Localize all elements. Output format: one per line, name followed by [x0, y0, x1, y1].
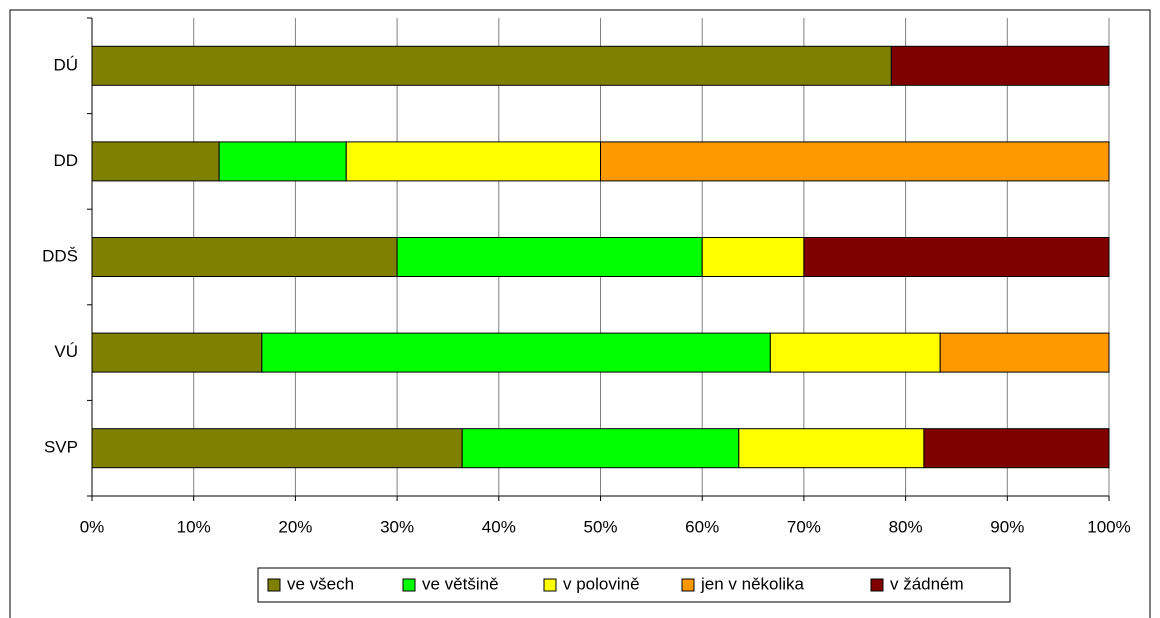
- legend-label: v žádném: [890, 574, 964, 593]
- x-tick-label: 20%: [278, 517, 312, 536]
- y-tick-label: DÚ: [53, 55, 78, 74]
- bar-segment: [461, 428, 740, 469]
- bar-segment: [91, 428, 463, 469]
- x-tick-label: 10%: [177, 517, 211, 536]
- legend-swatch: [870, 578, 884, 592]
- x-tick-label: 90%: [990, 517, 1024, 536]
- legend-box: [257, 567, 1011, 603]
- x-tick-label: 60%: [685, 517, 719, 536]
- legend-swatch: [267, 578, 281, 592]
- bar-segment: [769, 332, 941, 373]
- bar-segment: [91, 332, 263, 373]
- bar-segment: [803, 237, 1110, 277]
- bar-segment: [396, 237, 703, 277]
- legend-swatch: [402, 578, 416, 592]
- bar-segment: [738, 428, 925, 469]
- bar-segment: [218, 141, 347, 182]
- legend-label: jen v několika: [700, 574, 805, 593]
- bar-segment: [345, 141, 601, 182]
- bar-segment: [600, 141, 1110, 182]
- bar-segment: [923, 428, 1110, 469]
- legend-label: ve všech: [287, 574, 354, 593]
- legend-label: v polovině: [563, 574, 640, 593]
- bar-segment: [701, 237, 805, 277]
- y-tick-label: SVP: [44, 438, 78, 457]
- x-tick-label: 70%: [787, 517, 821, 536]
- x-tick-label: 80%: [889, 517, 923, 536]
- y-tick-label: DD: [53, 151, 78, 170]
- x-tick-label: 50%: [583, 517, 617, 536]
- legend-label: ve většině: [422, 574, 499, 593]
- x-tick-label: 30%: [380, 517, 414, 536]
- bar-segment: [939, 332, 1110, 373]
- bar-segment: [91, 237, 398, 277]
- legend-swatch: [681, 578, 695, 592]
- bar-segment: [890, 45, 1110, 86]
- x-tick-label: 40%: [482, 517, 516, 536]
- bar-segment: [91, 45, 892, 86]
- legend-swatch: [543, 578, 557, 592]
- y-tick-label: VÚ: [54, 342, 78, 361]
- bar-segment: [261, 332, 771, 373]
- chart-border: [9, 9, 1151, 618]
- y-tick-label: DDŠ: [42, 246, 78, 265]
- x-tick-label: 0%: [80, 517, 105, 536]
- bar-segment: [91, 141, 220, 182]
- x-tick-label: 100%: [1087, 517, 1130, 536]
